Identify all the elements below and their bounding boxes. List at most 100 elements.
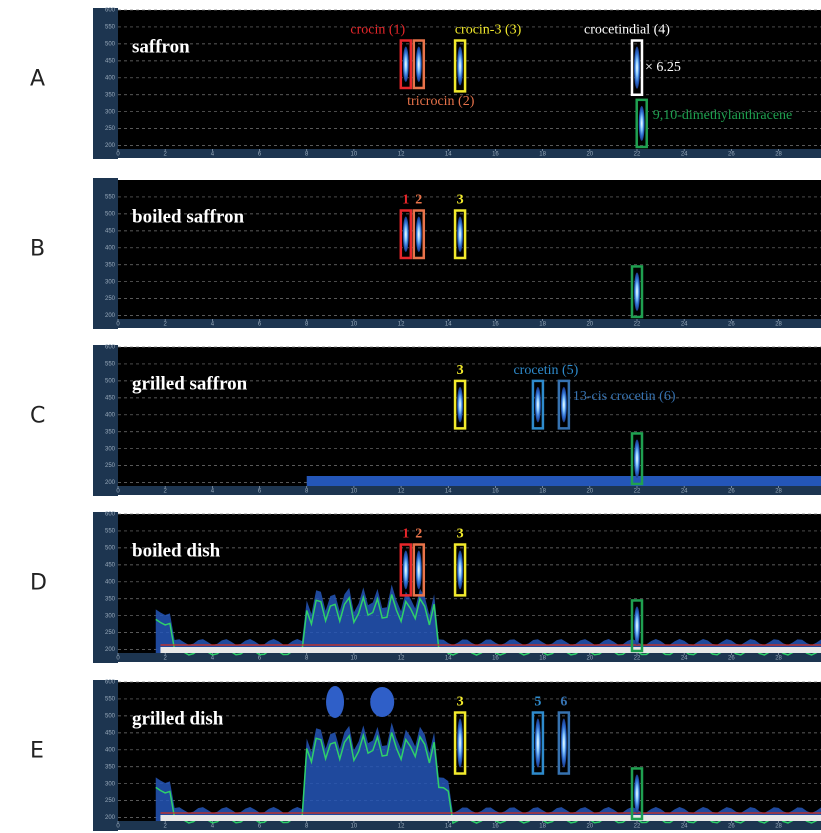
x-tick-label: 22	[634, 656, 641, 662]
peak-box	[557, 711, 571, 775]
baseline-band	[160, 647, 821, 653]
y-axis-strip	[93, 178, 118, 329]
x-axis-strip	[118, 319, 821, 328]
y-tick-label: 450	[105, 228, 116, 234]
x-tick-label: 14	[445, 152, 452, 158]
x-tick-label: 28	[775, 656, 782, 662]
x-tick-label: 18	[539, 152, 546, 158]
y-tick-label: 300	[105, 446, 116, 452]
x-tick-label: 28	[775, 152, 782, 158]
peak-spot	[633, 774, 640, 813]
y-tick-label: 350	[105, 92, 116, 98]
y-tick-label: 300	[105, 781, 116, 787]
peak-label: 1	[402, 527, 409, 542]
y-tick-label: 300	[105, 109, 116, 115]
peak-box	[630, 265, 644, 319]
panel-letter: A	[30, 67, 45, 92]
peak-spot	[415, 216, 422, 252]
x-tick-label: 26	[728, 322, 735, 328]
x-tick-label: 12	[398, 152, 405, 158]
y-tick-label: 200	[105, 143, 116, 149]
peak-label: tricrocin (2)	[407, 94, 475, 109]
peak-box	[635, 98, 648, 149]
annotation: × 6.25	[645, 60, 681, 75]
x-tick-label: 0	[116, 656, 120, 662]
y-tick-label: 500	[105, 41, 116, 47]
x-tick-label: 2	[164, 489, 168, 495]
x-tick-label: 22	[634, 152, 641, 158]
peak-spot	[560, 386, 567, 423]
peak-box	[630, 599, 644, 653]
peak-box	[453, 209, 467, 260]
x-tick-label: 24	[681, 489, 688, 495]
y-tick-label: 200	[105, 647, 116, 653]
x-tick-label: 20	[586, 489, 593, 495]
panel-title: grilled saffron	[132, 373, 248, 394]
panel-letter: C	[30, 404, 45, 429]
peak-box	[453, 39, 467, 93]
x-tick-label: 28	[775, 489, 782, 495]
y-axis-strip	[93, 345, 118, 496]
peak-box	[399, 39, 413, 90]
x-tick-label: 6	[258, 656, 262, 662]
y-tick-label: 550	[105, 697, 116, 703]
plot-area	[118, 10, 821, 149]
background-signal	[155, 584, 821, 653]
x-tick-label: 22	[634, 489, 641, 495]
peak-label: crocetin (5)	[513, 363, 578, 378]
x-axis-strip	[118, 821, 821, 830]
peak-label: crocetindial (4)	[584, 23, 670, 38]
y-tick-label: 600	[105, 680, 116, 686]
peak-label: 3	[457, 695, 464, 710]
peak-label: 1	[402, 193, 409, 208]
x-tick-label: 24	[681, 152, 688, 158]
peak-label: crocin-3 (3)	[455, 23, 522, 38]
x-tick-label: 12	[398, 656, 405, 662]
x-tick-label: 18	[539, 824, 546, 830]
peak-spot	[457, 386, 464, 423]
x-axis-strip	[118, 149, 821, 158]
y-tick-label: 450	[105, 730, 116, 736]
peak-box	[399, 543, 413, 597]
peak-box	[531, 711, 545, 775]
x-tick-label: 10	[351, 489, 358, 495]
x-tick-label: 20	[586, 152, 593, 158]
x-tick-label: 14	[445, 656, 452, 662]
x-tick-label: 4	[211, 489, 215, 495]
baseline-band	[160, 815, 821, 821]
peak-box	[630, 432, 644, 486]
x-tick-label: 14	[445, 322, 452, 328]
peak-box	[453, 379, 467, 430]
panel-title: boiled dish	[132, 540, 221, 561]
y-tick-label: 250	[105, 126, 116, 132]
plot-area	[118, 347, 821, 486]
y-tick-label: 600	[105, 345, 116, 351]
y-tick-label: 250	[105, 630, 116, 636]
peak-box	[531, 379, 545, 430]
peak-label: crocin (1)	[350, 23, 405, 38]
x-tick-label: 16	[492, 152, 499, 158]
peak-box	[412, 39, 426, 90]
peak-label: 5	[534, 695, 541, 710]
x-tick-label: 8	[305, 152, 309, 158]
x-tick-label: 16	[492, 489, 499, 495]
peak-spot	[633, 606, 640, 645]
y-tick-label: 550	[105, 529, 116, 535]
x-tick-label: 18	[539, 489, 546, 495]
y-tick-label: 400	[105, 245, 116, 251]
x-tick-label: 12	[398, 824, 405, 830]
x-tick-label: 20	[586, 322, 593, 328]
peak-box	[412, 543, 426, 597]
x-tick-label: 6	[258, 824, 262, 830]
x-axis-strip	[118, 653, 821, 662]
panel-title: grilled dish	[132, 708, 224, 729]
peak-spot	[415, 46, 422, 82]
x-tick-label: 10	[351, 152, 358, 158]
peak-spot	[402, 550, 409, 590]
x-tick-label: 24	[681, 824, 688, 830]
x-tick-label: 2	[164, 656, 168, 662]
y-tick-label: 350	[105, 262, 116, 268]
y-tick-label: 400	[105, 412, 116, 418]
y-tick-label: 500	[105, 713, 116, 719]
y-tick-label: 400	[105, 747, 116, 753]
